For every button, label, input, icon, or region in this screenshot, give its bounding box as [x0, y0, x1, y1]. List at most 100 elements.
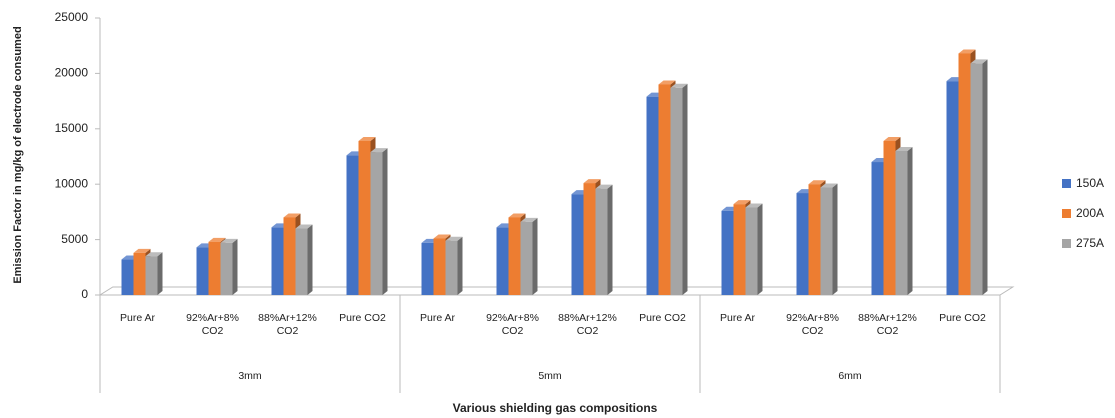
bar	[421, 242, 434, 295]
bar-top	[895, 146, 913, 151]
x-tick-label: Pure CO2	[639, 312, 686, 324]
bar	[946, 81, 959, 295]
bar-side	[682, 83, 688, 295]
bar-top	[220, 238, 238, 243]
bar-top	[745, 203, 763, 208]
x-axis-title: Various shielding gas compositions	[453, 401, 658, 415]
bar	[220, 242, 233, 295]
bar-top	[820, 183, 838, 188]
bar-side	[157, 252, 163, 295]
bar	[646, 96, 659, 295]
bar-top	[670, 83, 688, 88]
bar	[358, 140, 371, 295]
bar	[958, 53, 971, 296]
y-tick-label: 20000	[55, 66, 89, 80]
bar	[871, 162, 884, 295]
bar-top	[595, 184, 613, 189]
bar	[283, 217, 296, 295]
bar-top	[808, 180, 826, 185]
bar-top	[658, 80, 676, 85]
bar-side	[232, 238, 238, 295]
bar-side	[757, 203, 763, 295]
x-tick-label: Pure Ar	[119, 312, 156, 324]
bar-top	[295, 224, 313, 229]
bar	[496, 227, 509, 295]
bar-top	[133, 248, 151, 253]
bar	[595, 188, 608, 295]
bar	[271, 227, 284, 295]
bar-top	[445, 236, 463, 241]
bar	[208, 241, 221, 295]
legend-swatch	[1062, 209, 1071, 218]
bar	[346, 155, 359, 295]
bar-top	[145, 252, 163, 257]
bar-top	[958, 49, 976, 54]
bar-top	[583, 179, 601, 184]
x-tick-label: 92%Ar+8% CO2	[786, 312, 839, 337]
bar	[721, 210, 734, 295]
legend-label: 275A	[1076, 236, 1104, 250]
group-label: 5mm	[538, 370, 562, 382]
bar-side	[307, 224, 313, 295]
bar-top	[733, 200, 751, 205]
x-tick-label: Pure CO2	[939, 312, 986, 324]
bar	[796, 193, 809, 295]
bar-side	[382, 148, 388, 295]
bar	[883, 140, 896, 295]
bar	[895, 150, 908, 295]
bar-top	[433, 234, 451, 239]
bar	[658, 84, 671, 295]
x-tick-label: 92%Ar+8% CO2	[186, 312, 239, 337]
legend-swatch	[1062, 179, 1071, 188]
bar	[808, 184, 821, 295]
bar-side	[532, 217, 538, 295]
bar	[508, 217, 521, 295]
bar	[745, 207, 758, 295]
bar-side	[907, 146, 913, 295]
bar	[370, 152, 383, 295]
bar-top	[283, 213, 301, 218]
bar-top	[520, 217, 538, 222]
x-tick-label: 88%Ar+12% CO2	[258, 312, 317, 337]
y-tick-label: 25000	[55, 10, 89, 24]
bar	[445, 240, 458, 295]
bar	[145, 256, 158, 295]
bar-side	[832, 183, 838, 295]
bar	[520, 221, 533, 295]
legend-label: 200A	[1076, 206, 1104, 220]
x-tick-label: Pure Ar	[419, 312, 456, 324]
bar	[433, 238, 446, 295]
x-tick-label: 88%Ar+12% CO2	[858, 312, 917, 337]
bar	[733, 204, 746, 295]
group-label: 6mm	[838, 370, 862, 382]
bar	[583, 183, 596, 295]
legend-label: 150A	[1076, 176, 1104, 190]
bar	[670, 87, 683, 295]
group-label: 3mm	[238, 370, 262, 382]
y-tick-label: 15000	[55, 121, 89, 135]
y-axis-title: Emission Factor in mg/kg of electrode co…	[12, 26, 24, 283]
bar-top	[970, 59, 988, 64]
bar	[121, 259, 134, 295]
bar-side	[457, 236, 463, 295]
bar-side	[607, 184, 613, 295]
bar-top	[508, 213, 526, 218]
x-tick-label: Pure Ar	[719, 312, 756, 324]
bar-side	[982, 59, 988, 295]
bar	[133, 252, 146, 295]
bar	[571, 194, 584, 295]
y-tick-label: 10000	[55, 176, 89, 190]
bar-top	[358, 136, 376, 141]
bar-top	[370, 148, 388, 153]
x-tick-label: Pure CO2	[339, 312, 386, 324]
bar	[970, 63, 983, 295]
y-tick-label: 5000	[61, 232, 88, 246]
bar	[295, 228, 308, 295]
legend-swatch	[1062, 239, 1071, 248]
bar-top	[208, 237, 226, 242]
x-tick-label: 88%Ar+12% CO2	[558, 312, 617, 337]
y-tick-label: 0	[81, 287, 88, 301]
x-tick-label: 92%Ar+8% CO2	[486, 312, 539, 337]
